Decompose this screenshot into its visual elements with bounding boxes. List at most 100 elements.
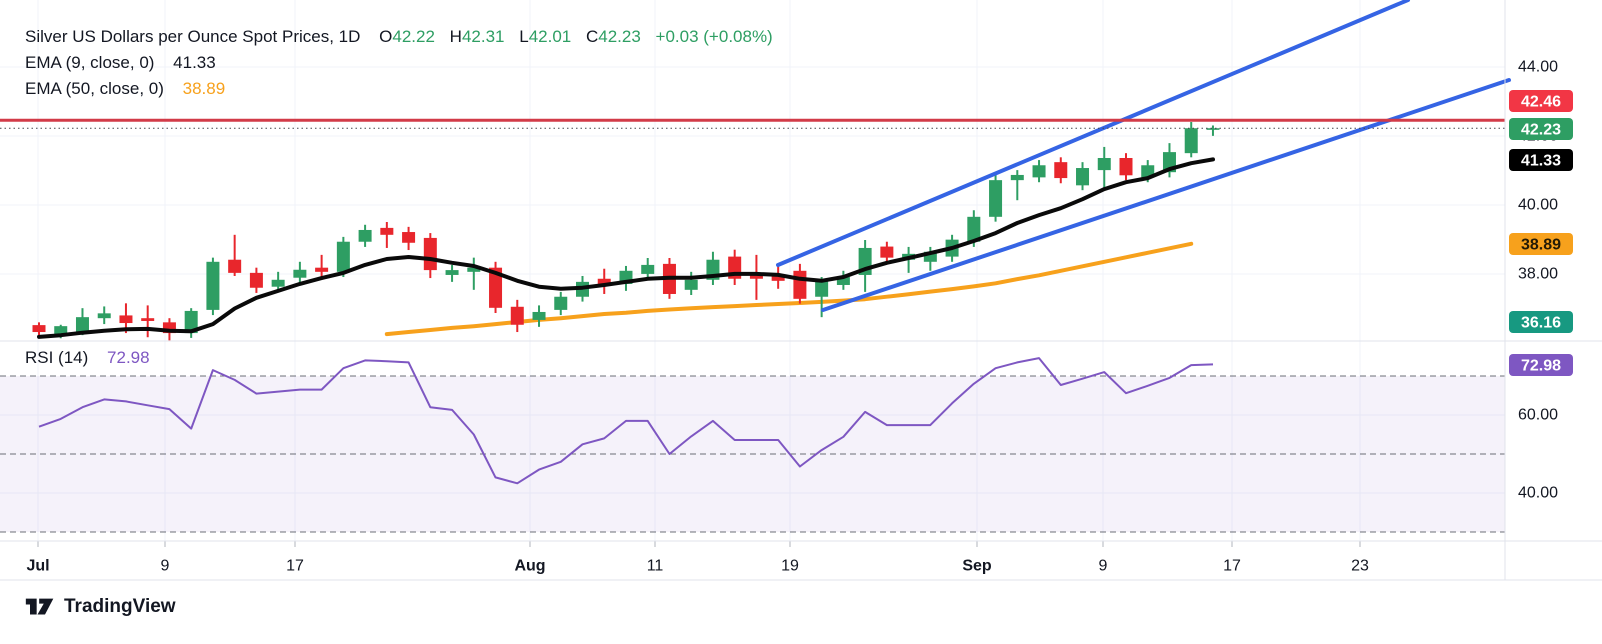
time-axis-label: Jul	[26, 558, 49, 575]
candle-body	[1076, 168, 1090, 186]
candle-body	[380, 227, 394, 235]
candle-body	[141, 318, 155, 321]
low-price-label-text: 36.16	[1521, 315, 1561, 332]
ohlc-low: L42.01	[519, 27, 572, 46]
candle-body	[1054, 162, 1068, 179]
time-axis-label: 9	[1099, 558, 1108, 575]
candle-body	[1097, 157, 1111, 171]
candle-body	[1206, 128, 1220, 130]
ema9-line	[37, 157, 1215, 339]
rsi-value-label-text: 72.98	[1521, 358, 1561, 375]
ema50-value: 38.89	[182, 79, 226, 98]
time-axis-label: 23	[1351, 558, 1369, 575]
low-price-label: 36.16	[1509, 311, 1573, 333]
candle-body	[771, 275, 785, 281]
candle-body	[1184, 128, 1198, 154]
candle-body	[510, 306, 524, 325]
ema50-price-label-text: 38.89	[1521, 237, 1561, 254]
candle-body	[880, 246, 894, 258]
candle-body	[532, 311, 546, 320]
ema9-price-label: 41.33	[1509, 149, 1573, 171]
tradingview-logo-text: TradingView	[64, 596, 176, 617]
candle-body	[445, 270, 459, 275]
rsi-line	[38, 357, 1214, 485]
resistance-price-label-bg	[1509, 90, 1573, 112]
candle-body	[315, 267, 329, 272]
candle-body	[1119, 157, 1133, 176]
ema9-legend-row[interactable]: EMA (9, close, 0) 41.33	[25, 50, 783, 76]
candle-body	[989, 180, 1003, 217]
candlestick-series	[32, 122, 1220, 341]
channel-lower-trendline[interactable]	[821, 78, 1511, 312]
rsi-label: RSI (14)	[25, 348, 89, 367]
candle-body	[1032, 165, 1046, 178]
last-price-label-text: 42.23	[1521, 122, 1561, 139]
symbol-title: Silver US Dollars per Ounce Spot Prices,…	[25, 27, 361, 46]
time-axis[interactable]: Jul 9 17 Aug 11 19 Sep 9 17 23	[26, 558, 1369, 575]
resistance-price-label-text: 42.46	[1521, 94, 1561, 111]
candle-body	[293, 269, 307, 278]
candle-body	[967, 216, 981, 242]
candle-body	[162, 322, 176, 334]
change-value: +0.03 (+0.08%)	[655, 27, 773, 46]
candle-body	[228, 259, 242, 273]
ema9-value: 41.33	[173, 53, 216, 72]
candle-body	[1010, 174, 1024, 181]
time-axis-label: Aug	[514, 558, 545, 575]
candle-body	[489, 267, 503, 308]
ema50-label: EMA (50, close, 0)	[25, 79, 164, 98]
price-axis-label: 40.00	[1518, 485, 1558, 502]
price-axis-label: 38.00	[1518, 266, 1558, 283]
tradingview-attribution[interactable]: TradingView	[25, 594, 176, 620]
candle-body	[597, 278, 611, 284]
time-axis-label: 19	[781, 558, 799, 575]
ema50-price-label: 38.89	[1509, 233, 1573, 255]
candle-body	[97, 313, 111, 319]
ema9-price-label-bg	[1509, 149, 1573, 171]
candle-body	[271, 279, 285, 287]
ema50-legend-row[interactable]: EMA (50, close, 0) 38.89	[25, 76, 783, 102]
candle-body	[554, 296, 568, 310]
ohlc-open: O42.22	[379, 27, 435, 46]
candle-body	[684, 279, 698, 290]
price-axis-label: 60.00	[1518, 407, 1558, 424]
low-price-label-bg	[1509, 311, 1573, 333]
candle-body	[836, 277, 850, 285]
tradingview-logo-icon	[25, 598, 54, 615]
candle-body	[54, 326, 68, 337]
time-axis-label: Sep	[962, 558, 992, 575]
symbol-legend-row[interactable]: Silver US Dollars per Ounce Spot Prices,…	[25, 24, 783, 50]
chart-canvas[interactable]: 44.0042.0040.0038.0060.0040.0042.4642.23…	[0, 0, 1602, 582]
last-price-label-bg	[1509, 118, 1573, 140]
price-axis-label: 44.00	[1518, 59, 1558, 76]
candle-body	[402, 232, 416, 243]
candle-body	[815, 280, 829, 297]
time-axis-label: 17	[1223, 558, 1241, 575]
rsi-value: 72.98	[107, 348, 150, 367]
candle-body	[119, 315, 133, 324]
time-axis-label: 11	[647, 558, 664, 575]
price-axis-label: 40.00	[1518, 197, 1558, 214]
resistance-price-label: 42.46	[1509, 90, 1573, 112]
candle-body	[793, 270, 807, 299]
candle-body	[467, 267, 481, 272]
candle-body	[32, 325, 46, 333]
candle-body	[358, 229, 372, 242]
candle-body	[206, 261, 220, 310]
candle-body	[923, 251, 937, 262]
rsi-legend-row[interactable]: RSI (14) 72.98	[25, 348, 160, 368]
candle-body	[641, 264, 655, 274]
ema9-price-label-text: 41.33	[1521, 153, 1561, 170]
rsi-value-label: 72.98	[1509, 354, 1573, 376]
candle-body	[336, 241, 350, 272]
ema50-price-label-bg	[1509, 233, 1573, 255]
ohlc-close: C42.23	[585, 27, 641, 46]
candle-body	[1141, 165, 1155, 178]
candle-body	[75, 317, 89, 333]
channel-upper-trendline[interactable]	[776, 0, 1410, 267]
chart-legend: Silver US Dollars per Ounce Spot Prices,…	[25, 24, 783, 102]
last-price-label: 42.23	[1509, 118, 1573, 140]
candle-body	[423, 237, 437, 271]
